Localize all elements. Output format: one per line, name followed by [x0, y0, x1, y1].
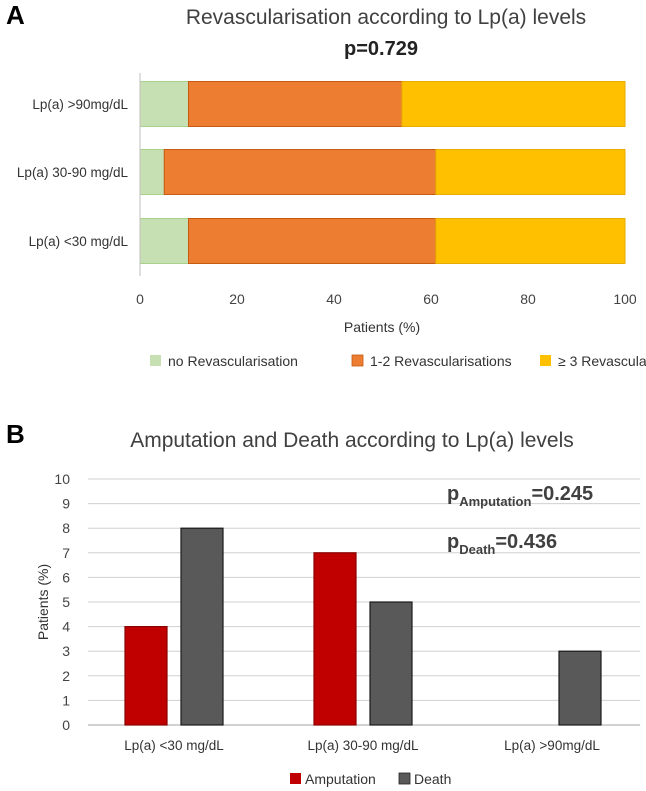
bar-lp-a-30-mg-dl-death: [180, 527, 224, 726]
bar-lp-a-30-90-mg-dl-3-revascularisations: [435, 149, 626, 195]
bar-lp-a-30-90-mg-dl-amputation: [313, 552, 357, 726]
legend-label-amputation: Amputation: [305, 771, 376, 787]
annotation-p-death: pDeath=0.436: [447, 531, 557, 557]
bar-lp-a-30-90-mg-dl-no-revascularisation: [139, 149, 165, 195]
panel-a: A Revascularisation according to Lp(a) l…: [6, 0, 646, 369]
bar-lp-a-30-90-mg-dl-death: [369, 601, 413, 726]
panel-b: B Amputation and Death according to Lp(a…: [6, 419, 640, 787]
panel-b-category-labels: Lp(a) <30 mg/dL Lp(a) 30-90 mg/dL Lp(a) >9…: [124, 738, 600, 753]
category-label-lp-a-30-mg-dl: Lp(a) <30 mg/dL: [29, 234, 129, 249]
annotation-p-amputation-main: p: [447, 483, 459, 505]
y-tick-5: 5: [62, 594, 70, 610]
panel-b-bars: [124, 527, 602, 726]
legend-swatch-death: [398, 772, 411, 785]
annotation-p-amputation: pAmputation=0.245: [447, 483, 593, 509]
legend-swatch-3-plus-revasc: [540, 355, 551, 366]
x-tick-40: 40: [326, 291, 342, 307]
bar-lp-a-90mg-dl-no-revascularisation: [139, 81, 189, 127]
x-tick-80: 80: [520, 291, 536, 307]
y-tick-0: 0: [62, 717, 70, 733]
y-tick-6: 6: [62, 569, 70, 585]
bar-lp-a-90mg-dl-1-2-revascularisations: [188, 81, 403, 127]
panel-a-p-value: p=0.729: [344, 38, 418, 60]
y-tick-1: 1: [62, 692, 70, 708]
panel-a-title: Revascularisation according to Lp(a) lev…: [186, 6, 586, 29]
bar-lp-a-30-mg-dl-amputation: [124, 625, 168, 726]
category-label-lp-a-90mg-dl: Lp(a) >90mg/dL: [32, 97, 128, 112]
bar-lp-a-90mg-dl-death: [558, 650, 602, 726]
bar-lp-a-30-mg-dl-no-revascularisation: [139, 218, 189, 264]
panel-a-x-ticks: 0 20 40 60 80 100: [136, 291, 637, 307]
annotation-p-death-value: =0.436: [495, 531, 557, 553]
legend-label-no-revasc: no Revascularisation: [168, 353, 298, 369]
panel-b-gridlines: 0 1 2 3 4 5 6 7 8 9 10: [54, 471, 640, 733]
bar-lp-a-30-90-mg-dl-1-2-revascularisations: [163, 149, 437, 195]
annotation-p-amputation-sub: Amputation: [459, 494, 531, 509]
legend-label-1-2-revasc: 1-2 Revascularisations: [370, 353, 512, 369]
panel-a-letter: A: [6, 0, 25, 30]
panel-a-bars: [139, 81, 626, 264]
category-label-lp-a-30-90-mg-dl: Lp(a) 30-90 mg/dL: [307, 738, 419, 753]
panel-b-letter: B: [6, 419, 25, 449]
y-tick-3: 3: [62, 643, 70, 659]
legend-label-3-plus-revasc: ≥ 3 Revascularisations: [558, 353, 646, 369]
y-tick-8: 8: [62, 520, 70, 536]
annotation-p-amputation-value: =0.245: [531, 483, 593, 505]
panel-b-legend: Amputation Death: [290, 771, 451, 787]
bar-lp-a-30-mg-dl-1-2-revascularisations: [188, 218, 437, 264]
x-tick-20: 20: [229, 291, 245, 307]
annotation-p-death-main: p: [447, 531, 459, 553]
bar-lp-a-90mg-dl-3-revascularisations: [401, 81, 626, 127]
legend-label-death: Death: [414, 771, 451, 787]
legend-swatch-amputation: [290, 773, 301, 784]
x-tick-0: 0: [136, 291, 144, 307]
x-tick-100: 100: [613, 291, 637, 307]
x-tick-60: 60: [423, 291, 439, 307]
y-tick-9: 9: [62, 496, 70, 512]
legend-swatch-1-2-revasc: [351, 354, 364, 367]
bar-lp-a-30-mg-dl-3-revascularisations: [435, 218, 626, 264]
panel-b-title: Amputation and Death according to Lp(a) …: [130, 429, 574, 452]
panel-b-y-axis-label: Patients (%): [35, 564, 51, 640]
category-label-lp-a-90mg-dl: Lp(a) >90mg/dL: [504, 738, 600, 753]
category-label-lp-a-30-90-mg-dl: Lp(a) 30-90 mg/dL: [17, 165, 129, 180]
annotation-p-death-sub: Death: [459, 542, 495, 557]
panel-a-x-axis-label: Patients (%): [344, 319, 420, 335]
y-tick-2: 2: [62, 668, 70, 684]
y-tick-10: 10: [54, 471, 70, 487]
y-tick-4: 4: [62, 619, 70, 635]
panel-a-category-labels: Lp(a) >90mg/dL Lp(a) 30-90 mg/dL Lp(a) <30…: [17, 97, 129, 249]
y-tick-7: 7: [62, 545, 70, 561]
panel-a-legend: no Revascularisation 1-2 Revascularisati…: [150, 353, 646, 369]
category-label-lp-a-30-mg-dl: Lp(a) <30 mg/dL: [124, 738, 224, 753]
legend-swatch-no-revasc: [150, 355, 161, 366]
